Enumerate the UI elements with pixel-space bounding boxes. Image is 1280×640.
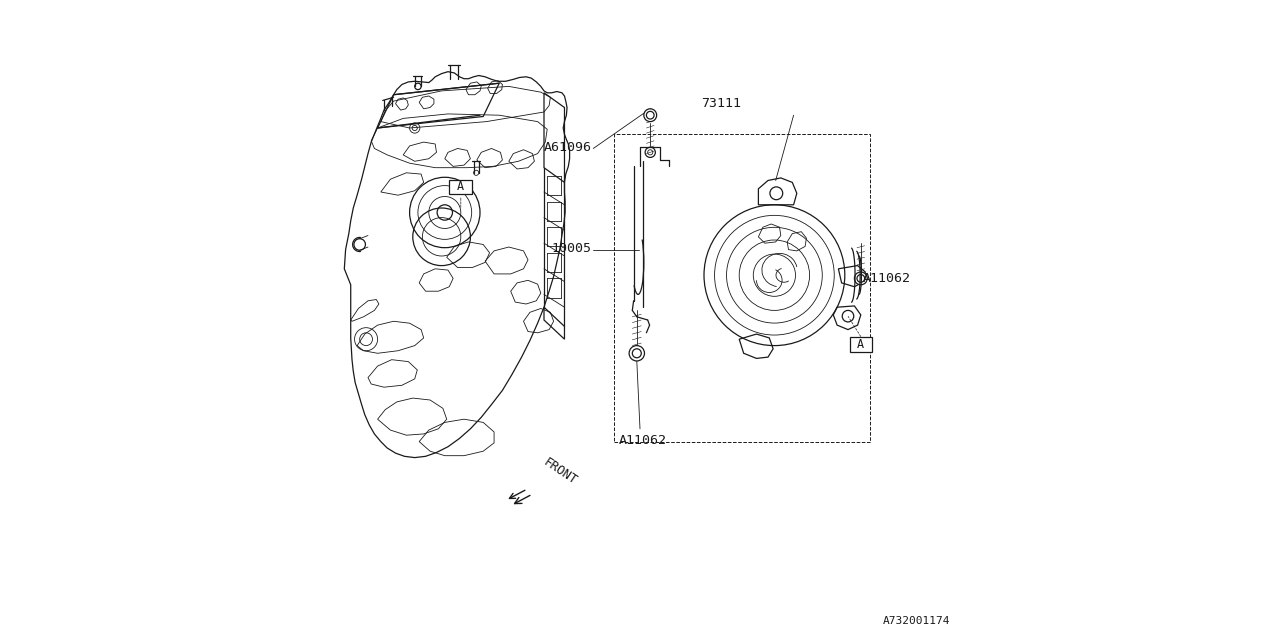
Text: A61096: A61096 <box>544 141 591 154</box>
Circle shape <box>438 205 453 220</box>
Text: A11062: A11062 <box>620 434 667 447</box>
Text: A11062: A11062 <box>863 272 911 285</box>
Text: A732001174: A732001174 <box>883 616 950 626</box>
Text: 73111: 73111 <box>701 97 741 110</box>
Circle shape <box>855 272 868 285</box>
Circle shape <box>630 346 644 361</box>
Text: FRONT: FRONT <box>540 456 579 488</box>
Text: A: A <box>858 338 864 351</box>
FancyBboxPatch shape <box>449 180 472 194</box>
Circle shape <box>644 109 657 122</box>
Text: A: A <box>457 180 465 193</box>
FancyBboxPatch shape <box>850 337 872 352</box>
Text: 10005: 10005 <box>552 242 591 255</box>
